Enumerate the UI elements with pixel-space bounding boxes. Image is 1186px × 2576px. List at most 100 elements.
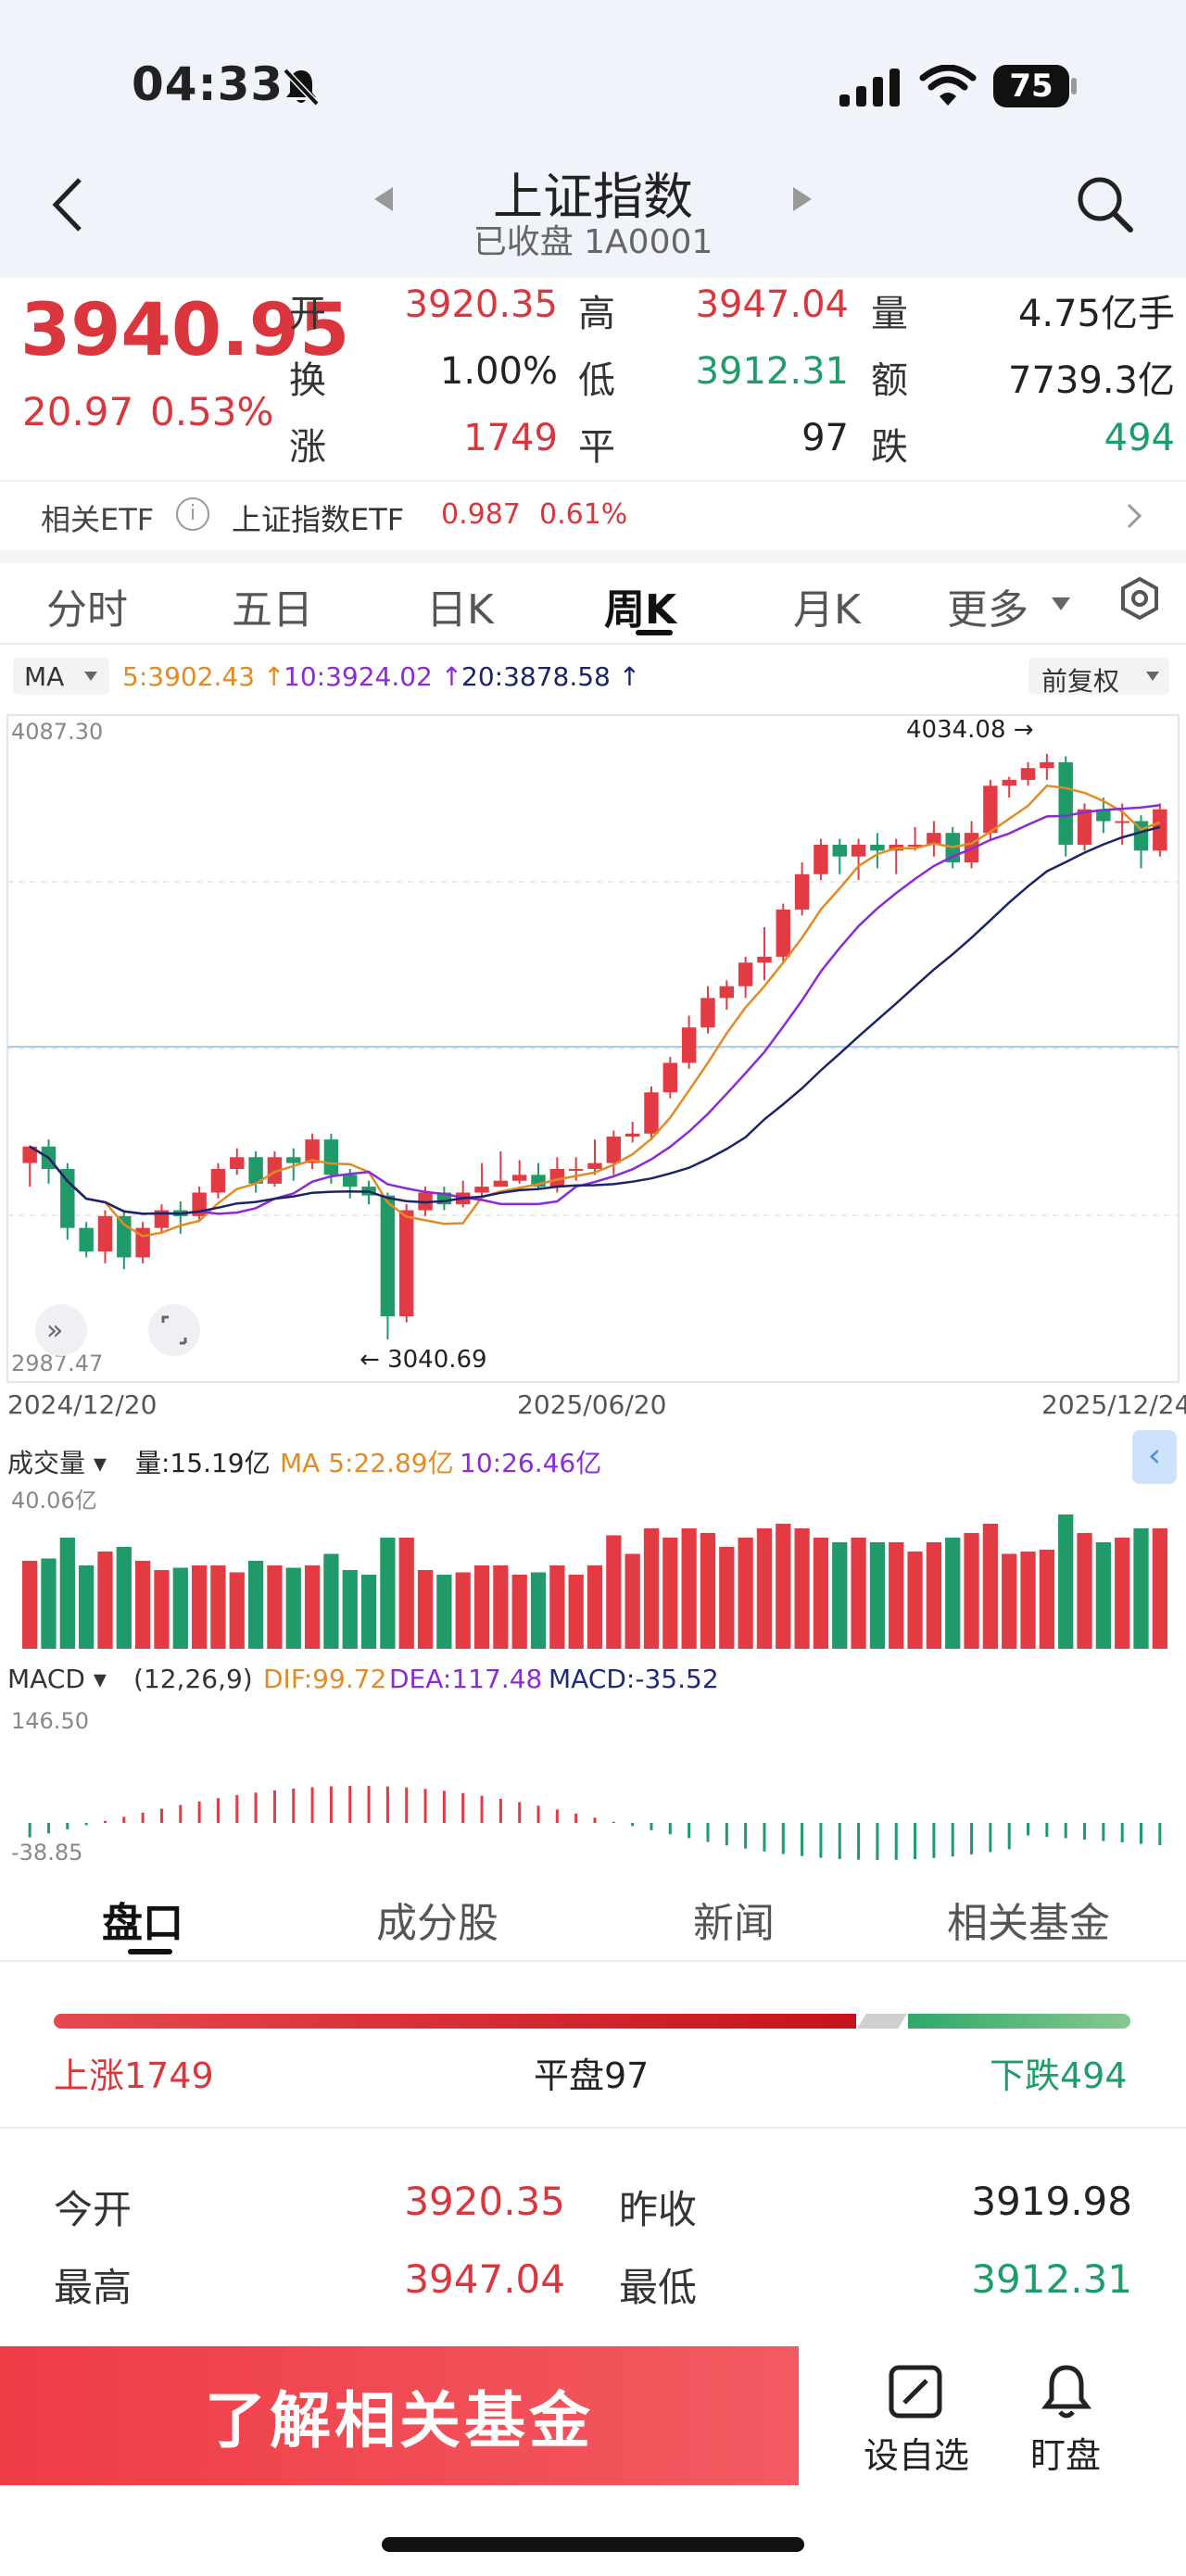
tab-monthly-k[interactable]: 月K <box>793 586 861 634</box>
collapse-panel-button[interactable]: ‹ <box>1132 1430 1177 1484</box>
volume-bar <box>97 1552 113 1649</box>
ma10-line <box>29 804 1160 1215</box>
tab-more[interactable]: 更多 <box>947 586 1028 634</box>
info-tabs-divider <box>0 1960 1186 1962</box>
pankou-low-label: 最低 <box>619 2265 698 2310</box>
candle-body <box>625 1133 640 1137</box>
adjust-label: 前复权 <box>1041 666 1120 697</box>
volume-bar <box>1115 1538 1130 1649</box>
ma-label: MA <box>24 661 65 692</box>
etf-name[interactable]: 上证指数ETF <box>232 502 405 537</box>
search-icon[interactable] <box>1075 174 1134 233</box>
volume-bar <box>794 1528 810 1649</box>
next-index-icon[interactable] <box>791 185 814 213</box>
open-label: 开 <box>289 293 326 335</box>
chart-frame <box>6 714 1180 1383</box>
volume-bar <box>41 1558 57 1649</box>
fullscreen-icon <box>161 1315 187 1345</box>
tab-related-funds[interactable]: 相关基金 <box>947 1900 1110 1947</box>
etf-price: 0.987 <box>441 498 521 531</box>
bell-muted-icon <box>283 68 320 107</box>
candle-body <box>117 1215 132 1258</box>
candle-body <box>323 1139 339 1175</box>
tab-weekly-k[interactable]: 周K <box>604 586 677 634</box>
candle-body <box>1020 768 1036 780</box>
volume-bar <box>267 1565 283 1649</box>
volume-label: 量 <box>871 293 908 335</box>
tabs-divider <box>0 643 1186 645</box>
volume-label[interactable]: 成交量 ▾ <box>7 1448 107 1478</box>
volume-bar <box>625 1553 640 1649</box>
volume-bar <box>1020 1552 1036 1649</box>
double-chevron-icon: » <box>46 1314 63 1347</box>
volume-bar <box>964 1533 979 1649</box>
macd-dif: DIF:99.72 <box>263 1664 387 1694</box>
etf-pct: 0.61% <box>539 498 628 531</box>
home-indicator <box>382 2537 804 2552</box>
candle-body <box>97 1215 113 1252</box>
section-gap <box>0 550 1186 563</box>
settings-icon[interactable] <box>1117 576 1162 621</box>
candle-body <box>738 962 753 986</box>
candle-body <box>248 1157 263 1184</box>
candle-body <box>230 1157 245 1169</box>
volume-bar <box>191 1565 208 1649</box>
volume-bars <box>22 1514 1167 1649</box>
breadth-flat-bar <box>857 2014 907 2029</box>
tab-pankou[interactable]: 盘口 <box>102 1900 183 1947</box>
info-icon[interactable]: i <box>176 497 209 531</box>
candlestick-chart[interactable]: 4087.30 2987.47 4034.08 → ← 3040.69 » <box>0 711 1186 1425</box>
volume-bar <box>606 1535 622 1649</box>
volume-bar <box>135 1561 151 1649</box>
battery-tip <box>1071 78 1077 94</box>
volume-bar <box>417 1570 434 1649</box>
back-icon[interactable] <box>48 176 85 233</box>
ma10-value: 10:3924.02 ↑ <box>284 661 463 692</box>
amount-label: 额 <box>871 359 908 402</box>
volume-bar <box>360 1575 377 1649</box>
info-tab-indicator <box>128 1949 172 1954</box>
volume-bar <box>247 1561 264 1649</box>
candle-body <box>814 844 828 874</box>
prev-index-icon[interactable] <box>372 185 395 213</box>
tab-five-day[interactable]: 五日 <box>232 586 313 634</box>
tab-news[interactable]: 新闻 <box>693 1900 775 1947</box>
monitor-label: 盯盘 <box>1030 2435 1102 2476</box>
volume-ma10: 10:26.46亿 <box>460 1448 602 1478</box>
tab-intraday[interactable]: 分时 <box>46 586 128 634</box>
high-annotation-value: 4034.08 <box>906 716 1006 744</box>
x-label-end: 2025/12/24 <box>1041 1389 1186 1420</box>
candle-body <box>927 833 941 845</box>
tab-daily-k[interactable]: 日K <box>426 586 494 634</box>
volume-bar <box>549 1565 565 1649</box>
bell-icon <box>1041 2365 1091 2419</box>
breadth-divider <box>0 2127 1186 2129</box>
volume-value: 4.75亿手 <box>1017 293 1175 335</box>
low-annotation-value: 3040.69 <box>387 1346 487 1374</box>
pankou-high-label: 最高 <box>54 2265 132 2310</box>
adjust-selector[interactable] <box>1028 658 1169 695</box>
volume-bar <box>304 1565 321 1649</box>
ma-lines-layer <box>29 784 1161 1238</box>
chevron-right-icon[interactable] <box>1125 502 1143 530</box>
tab-constituents[interactable]: 成分股 <box>376 1900 498 1947</box>
macd-label[interactable]: MACD ▾ <box>7 1664 107 1694</box>
candle-body <box>79 1227 94 1252</box>
today-open-label: 今开 <box>54 2187 132 2232</box>
volume-bar <box>700 1533 716 1649</box>
candle-body <box>474 1187 489 1193</box>
volume-bar <box>79 1565 95 1649</box>
expand-button[interactable] <box>35 1304 87 1356</box>
volume-bar <box>1039 1549 1054 1649</box>
high-value: 3947.04 <box>695 283 849 326</box>
cellular-signal-icon <box>839 69 900 107</box>
volume-bar <box>511 1575 527 1649</box>
volume-bar <box>116 1547 132 1649</box>
battery-indicator: 75 <box>993 65 1069 107</box>
fullscreen-button[interactable] <box>148 1304 200 1356</box>
volume-bar <box>926 1542 942 1649</box>
volume-bar <box>568 1575 584 1649</box>
learn-funds-button[interactable]: 了解相关基金 <box>0 2346 799 2485</box>
candle-body <box>662 1062 678 1093</box>
ma5-value: 5:3902.43 ↑ <box>122 661 285 692</box>
